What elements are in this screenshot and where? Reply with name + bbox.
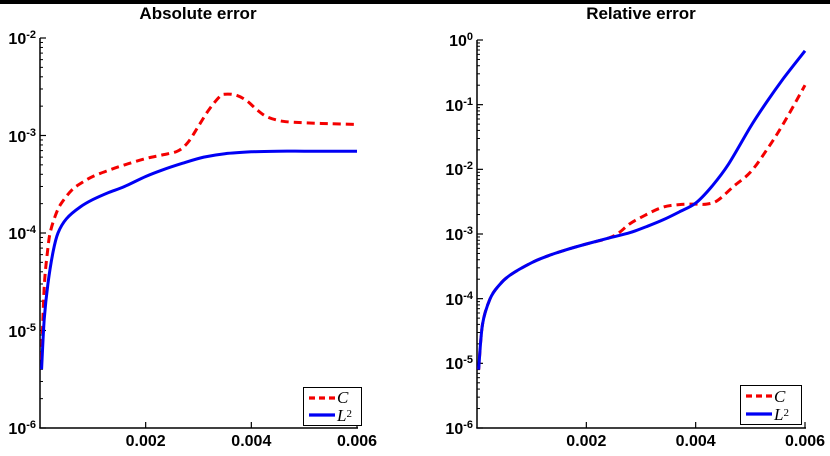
x-axis-tick-label: 0.006 [784, 433, 826, 450]
curve-l2 [40, 149, 357, 370]
y-axis-tick-label: 10-6 [8, 419, 36, 438]
legend-label-l2: L2 [774, 404, 789, 424]
legend-entry-l2: L2 [745, 404, 797, 424]
curve-l2 [477, 49, 807, 370]
legend-entry-l2: L2 [308, 407, 357, 424]
legend-entry-c: C [745, 388, 797, 405]
right-plot-title: Relative error [586, 4, 696, 23]
dashed-line-sample-icon [309, 396, 335, 400]
legend-entry-c: C [308, 389, 357, 406]
x-axis-tick-label: 0.004 [231, 433, 272, 450]
left-plot-title: Absolute error [139, 4, 257, 23]
legend-label-l2: L2 [337, 406, 352, 426]
y-axis-tick-label: 10-1 [445, 95, 473, 115]
dashed-line-sample-icon [746, 394, 772, 398]
x-axis-tick-label: 0.002 [566, 433, 607, 450]
top-black-bar [0, 0, 830, 4]
y-axis-tick-label: 10-5 [445, 354, 473, 374]
y-axis-tick-label: 10-2 [8, 29, 36, 48]
y-axis-tick-label: 10-4 [445, 289, 473, 309]
y-axis-tick-label: 10-2 [445, 160, 473, 180]
y-axis-tick-label: 10-3 [445, 225, 473, 244]
x-axis-tick-label: 0.002 [125, 433, 166, 450]
y-axis-tick-label: 10-4 [8, 224, 36, 243]
y-axis-tick-label: 10-3 [8, 126, 36, 146]
legend-label-c: C [337, 388, 349, 408]
y-axis-tick-label: 10-6 [445, 419, 473, 438]
curve-c [40, 92, 358, 360]
x-axis-tick-label: 0.004 [675, 433, 716, 450]
legend-left: C L2 [303, 387, 362, 426]
solid-line-sample-icon [746, 412, 772, 416]
legend-right: C L2 [740, 385, 802, 425]
y-axis-tick-label: 100 [449, 31, 473, 50]
x-axis-tick-label: 0.006 [336, 433, 378, 450]
legend-label-c: C [774, 386, 786, 406]
y-axis-tick-label: 10-5 [8, 321, 36, 341]
solid-line-sample-icon [309, 413, 335, 417]
